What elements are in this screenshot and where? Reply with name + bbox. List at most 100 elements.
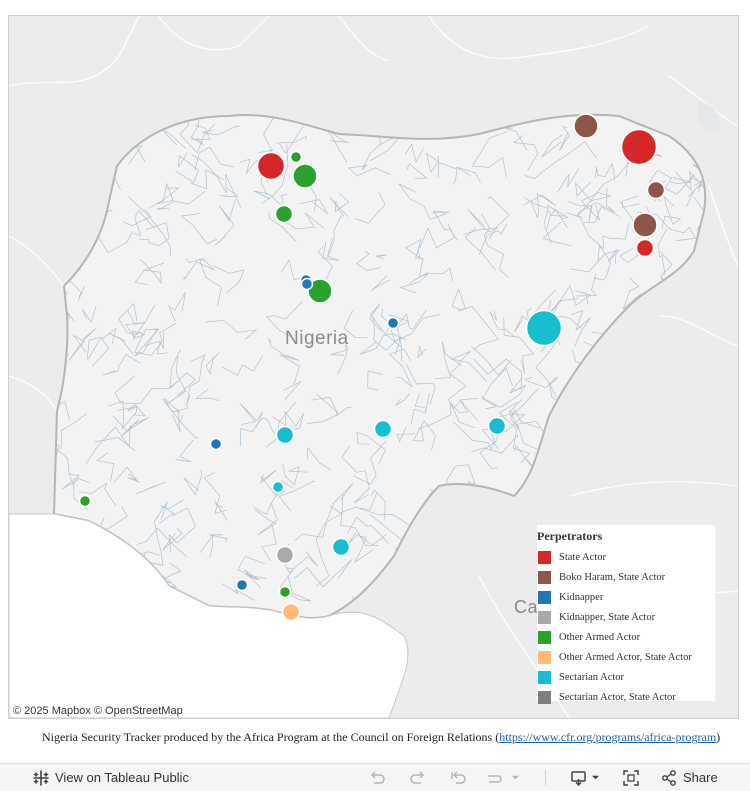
admin-boundary-line bbox=[425, 152, 439, 174]
admin-boundary-line bbox=[381, 308, 410, 335]
admin-boundary-line bbox=[168, 292, 186, 322]
admin-boundary-line bbox=[446, 464, 476, 494]
admin-boundary-line bbox=[419, 223, 455, 249]
admin-boundary-line bbox=[404, 238, 424, 261]
admin-boundary-line bbox=[114, 375, 180, 404]
incident-marker[interactable] bbox=[209, 437, 223, 451]
admin-boundary-line bbox=[340, 493, 379, 547]
admin-boundary-line bbox=[102, 354, 140, 376]
incident-marker[interactable] bbox=[78, 494, 92, 508]
admin-boundary-line bbox=[583, 206, 621, 224]
admin-boundary-line bbox=[464, 227, 497, 271]
admin-boundary-line bbox=[472, 130, 508, 178]
fullscreen-button[interactable] bbox=[622, 764, 640, 791]
undo-button[interactable] bbox=[368, 764, 386, 791]
incident-marker[interactable] bbox=[487, 416, 507, 436]
admin-boundary-line bbox=[172, 114, 215, 154]
incident-marker[interactable] bbox=[274, 204, 294, 224]
incident-marker[interactable] bbox=[235, 578, 249, 592]
admin-boundary-line bbox=[404, 143, 424, 163]
admin-boundary-line bbox=[523, 193, 557, 219]
incident-marker[interactable] bbox=[573, 113, 599, 139]
admin-boundary-line bbox=[68, 327, 97, 361]
admin-boundary-line bbox=[194, 146, 235, 171]
admin-boundary-line bbox=[330, 343, 349, 375]
map-canvas[interactable] bbox=[9, 16, 738, 718]
download-dropdown-icon bbox=[591, 775, 600, 780]
legend-swatch bbox=[538, 571, 551, 584]
admin-boundary-line bbox=[581, 192, 612, 221]
refresh-button[interactable] bbox=[485, 764, 520, 791]
admin-boundary-line bbox=[162, 528, 183, 551]
incident-marker[interactable] bbox=[271, 480, 285, 494]
redo-button[interactable] bbox=[409, 764, 427, 791]
incident-marker[interactable] bbox=[275, 545, 295, 565]
incident-marker[interactable] bbox=[300, 277, 314, 291]
admin-boundary-line bbox=[503, 316, 535, 374]
incident-marker[interactable] bbox=[256, 151, 286, 181]
admin-boundary-line bbox=[542, 222, 572, 247]
incident-marker[interactable] bbox=[278, 585, 292, 599]
admin-boundary-line bbox=[95, 210, 134, 253]
admin-boundary-line bbox=[322, 238, 340, 261]
share-button[interactable]: Share bbox=[660, 764, 718, 791]
admin-boundary-line bbox=[595, 162, 616, 181]
incident-marker[interactable] bbox=[632, 212, 658, 238]
map-view[interactable]: Nigeria Ca Perpetrators State Actor Boko… bbox=[8, 15, 739, 719]
admin-boundary-line bbox=[78, 482, 117, 506]
admin-boundary-line bbox=[661, 195, 682, 229]
admin-boundary-line bbox=[417, 402, 452, 430]
view-on-tableau-button[interactable]: View on Tableau Public bbox=[32, 764, 189, 791]
admin-boundary-line bbox=[108, 332, 134, 355]
download-button[interactable] bbox=[570, 764, 600, 791]
redo-icon bbox=[410, 770, 425, 784]
admin-boundary-line bbox=[175, 152, 199, 184]
admin-boundary-line bbox=[279, 119, 305, 154]
incident-marker[interactable] bbox=[386, 316, 400, 330]
revert-button[interactable] bbox=[449, 764, 467, 791]
admin-boundary-line bbox=[191, 154, 242, 208]
admin-boundary-line bbox=[299, 199, 329, 215]
admin-boundary-line bbox=[456, 166, 481, 184]
admin-boundary-line bbox=[286, 212, 325, 230]
incident-marker[interactable] bbox=[373, 419, 393, 439]
admin-boundary-line bbox=[166, 355, 187, 405]
share-label: Share bbox=[683, 770, 718, 785]
admin-boundary-line bbox=[147, 182, 175, 210]
admin-boundary-line bbox=[524, 141, 597, 180]
admin-boundary-line bbox=[567, 200, 593, 223]
admin-boundary-line bbox=[396, 309, 427, 362]
admin-boundary-line bbox=[186, 354, 206, 404]
admin-boundary-line bbox=[212, 265, 245, 294]
admin-boundary-line bbox=[513, 135, 539, 171]
incident-marker[interactable] bbox=[646, 180, 666, 200]
incident-marker[interactable] bbox=[620, 128, 658, 166]
incident-marker[interactable] bbox=[635, 238, 655, 258]
legend-swatch bbox=[538, 651, 551, 664]
map-attribution[interactable]: © 2025 Mapbox © OpenStreetMap bbox=[13, 705, 183, 717]
admin-boundary-line bbox=[346, 516, 390, 544]
cfr-link[interactable]: https://www.cfr.org/programs/africa-prog… bbox=[499, 730, 717, 744]
admin-boundary-line bbox=[602, 222, 630, 248]
admin-boundary-line bbox=[341, 446, 370, 504]
incident-marker[interactable] bbox=[525, 309, 563, 347]
incident-marker[interactable] bbox=[289, 150, 303, 164]
admin-boundary-line bbox=[87, 327, 117, 360]
incident-marker[interactable] bbox=[292, 163, 318, 189]
admin-boundary-line bbox=[220, 188, 239, 197]
incident-marker[interactable] bbox=[307, 278, 333, 304]
admin-boundary-line bbox=[481, 367, 513, 410]
tableau-logo-icon bbox=[33, 769, 49, 786]
admin-boundary-line bbox=[214, 500, 228, 521]
legend: Perpetrators State Actor Boko Haram, Sta… bbox=[537, 525, 715, 704]
refresh-icon bbox=[488, 774, 502, 783]
incident-marker[interactable] bbox=[281, 602, 301, 622]
legend-label: Kidnapper, State Actor bbox=[559, 612, 656, 623]
admin-boundary-line bbox=[113, 466, 141, 483]
admin-boundary-line bbox=[209, 534, 228, 543]
admin-boundary-line bbox=[171, 408, 184, 432]
incident-marker[interactable] bbox=[331, 537, 351, 557]
incident-marker[interactable] bbox=[275, 425, 295, 445]
legend-swatch bbox=[538, 591, 551, 604]
